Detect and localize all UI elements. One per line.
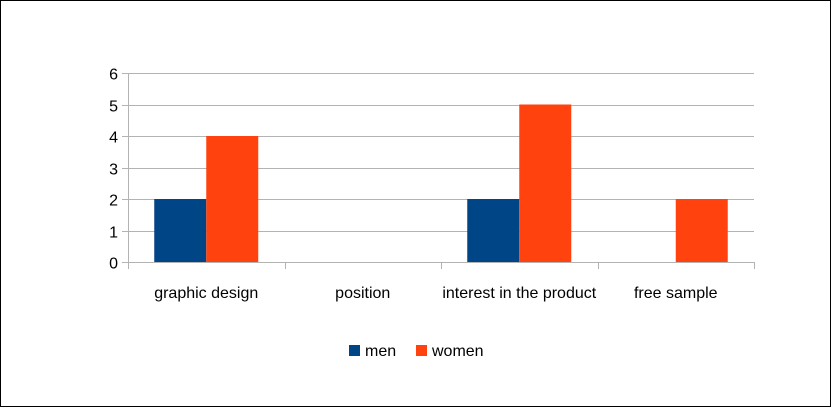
y-tick-label: 3 (109, 162, 118, 179)
bar-women-3 (675, 199, 728, 262)
y-tick-label: 6 (109, 67, 118, 84)
bar-men-0 (154, 199, 207, 262)
axes: 0 1 2 3 4 5 6 graphic design position interest in… (109, 67, 755, 302)
bar-women-0 (206, 136, 259, 262)
legend-swatch-women (416, 345, 427, 356)
y-tick-label: 4 (109, 130, 118, 147)
x-tick-label: graphic design (154, 285, 258, 302)
bar-men-2 (467, 199, 520, 262)
bar-women-2 (519, 104, 572, 262)
y-tick-label: 1 (109, 225, 118, 242)
y-tick-label: 2 (109, 193, 118, 210)
legend-label-men: men (365, 343, 396, 360)
legend-label-women: women (431, 343, 484, 360)
bars (154, 104, 728, 262)
y-tick-label: 5 (109, 99, 118, 116)
x-tick-label: interest in the product (442, 285, 596, 302)
legend-swatch-men (349, 345, 360, 356)
x-tick-label: position (335, 285, 390, 302)
legend: men women (349, 343, 484, 360)
x-tick-label: free sample (634, 285, 718, 302)
y-tick-label: 0 (109, 256, 118, 273)
